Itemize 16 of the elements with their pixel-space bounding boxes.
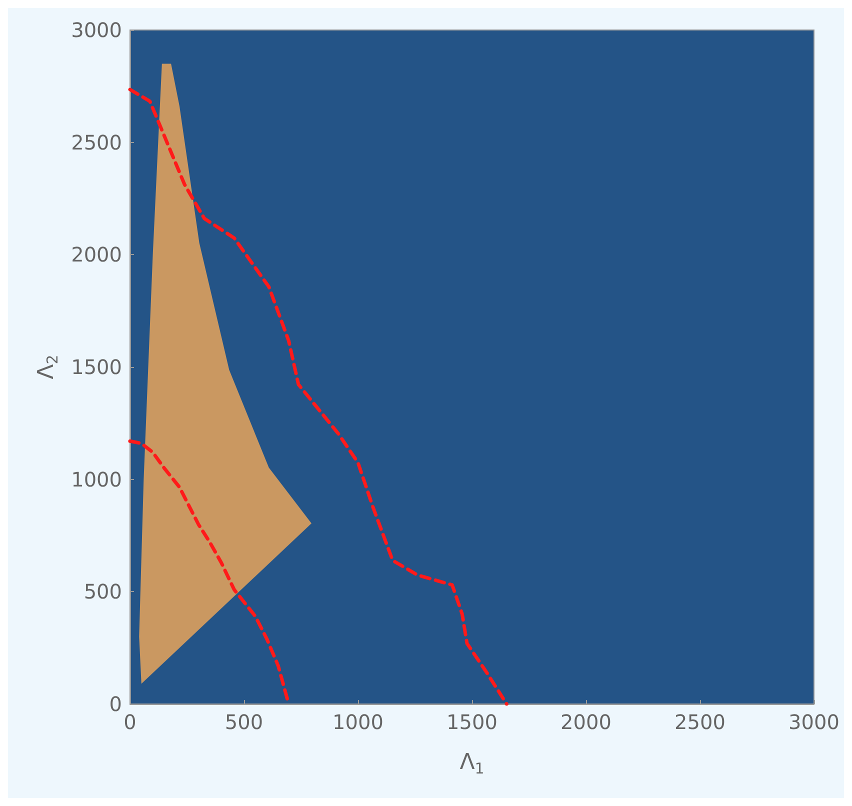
y-tick-label: 2500 xyxy=(71,130,122,154)
x-tick-label: 0 xyxy=(124,710,136,734)
x-tick-label: 2000 xyxy=(560,710,612,734)
x-tick-label: 1500 xyxy=(446,710,498,734)
y-tick-label: 3000 xyxy=(71,18,122,42)
y-tick-label: 1000 xyxy=(71,467,122,492)
x-tick-label: 500 xyxy=(224,710,264,734)
line-series xyxy=(128,88,508,706)
x-tick-label: 1000 xyxy=(332,710,384,734)
y-tick-label: 0 xyxy=(109,692,122,716)
y-tick-label: 1500 xyxy=(71,355,122,379)
y-tick-label: 500 xyxy=(84,580,122,604)
y-axis-title: Λ2 xyxy=(34,354,62,380)
x-tick-label: 2500 xyxy=(674,710,726,734)
x-tick-label: 3000 xyxy=(788,710,840,734)
y-tick-label: 2000 xyxy=(71,242,122,267)
